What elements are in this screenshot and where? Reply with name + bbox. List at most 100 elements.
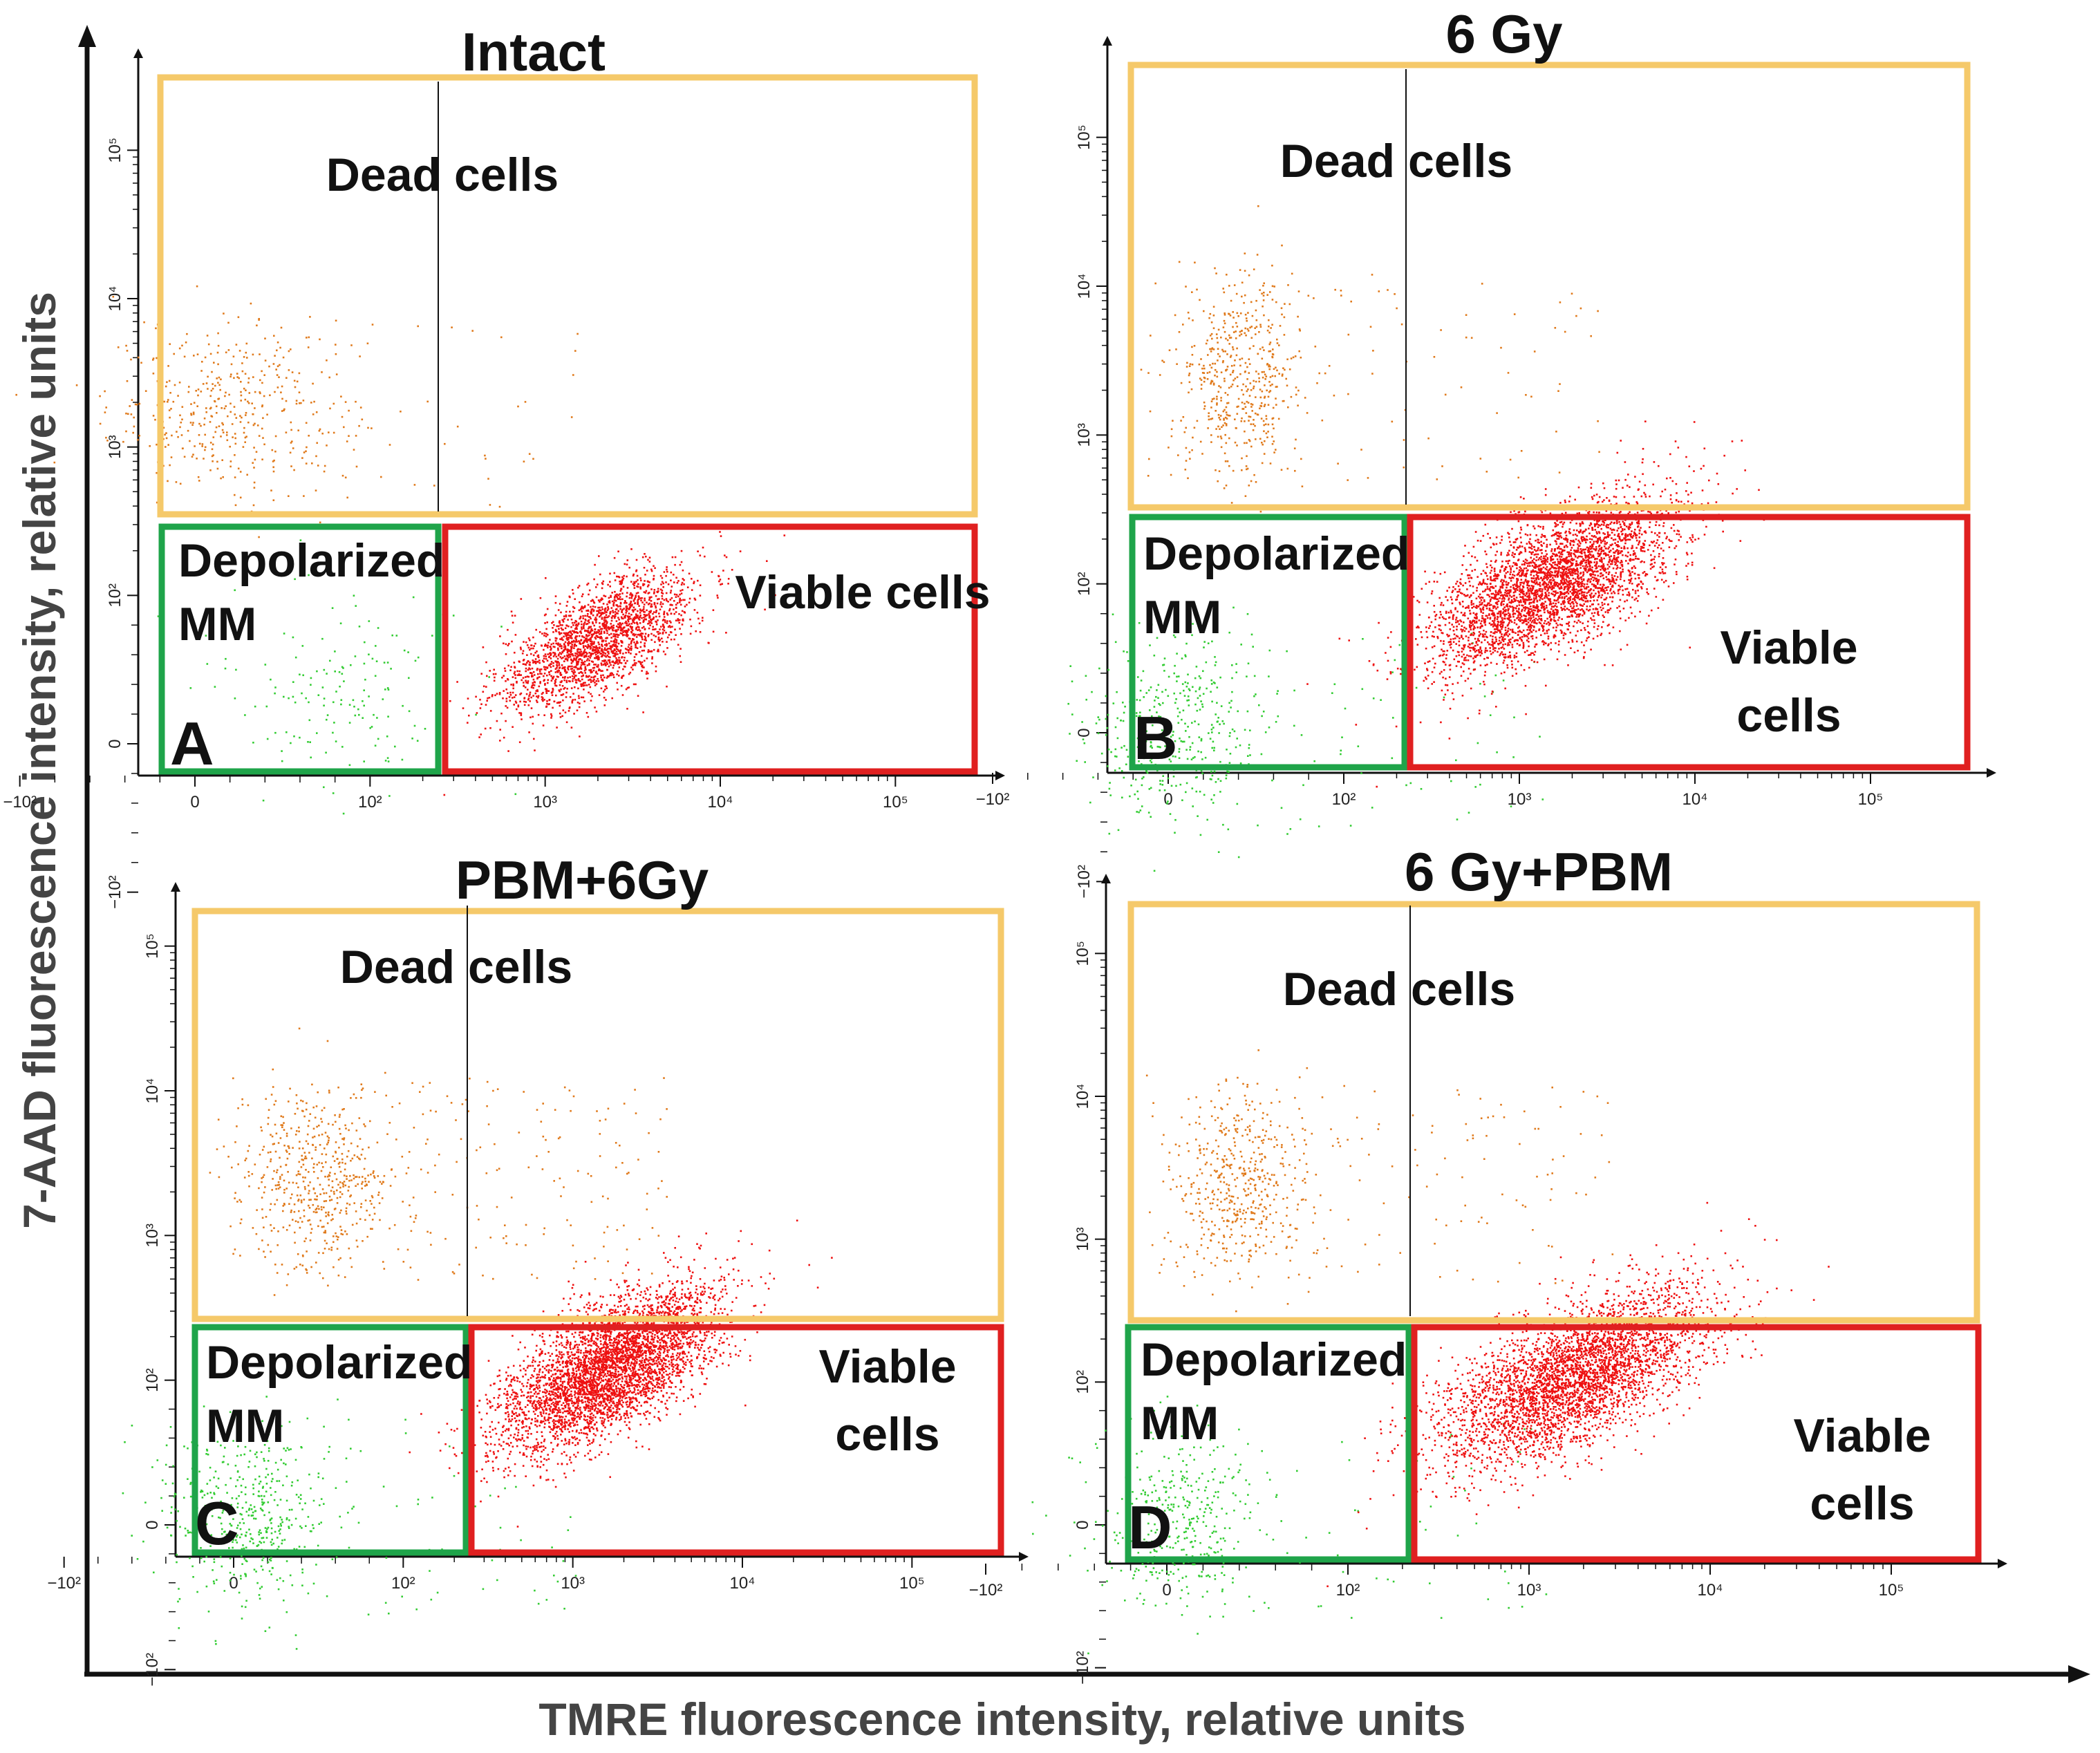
data-point bbox=[431, 635, 433, 637]
data-point bbox=[1202, 372, 1204, 374]
data-point bbox=[606, 669, 608, 671]
data-point bbox=[601, 649, 603, 651]
data-point bbox=[644, 599, 646, 601]
data-point bbox=[560, 656, 562, 658]
data-point bbox=[1203, 693, 1205, 695]
data-point bbox=[512, 726, 514, 728]
data-point bbox=[1138, 622, 1141, 624]
data-point bbox=[551, 622, 553, 624]
data-point bbox=[639, 577, 641, 579]
data-point bbox=[1271, 435, 1273, 438]
data-point bbox=[557, 658, 559, 660]
data-point bbox=[245, 373, 247, 375]
data-point bbox=[637, 626, 639, 628]
data-point bbox=[234, 454, 236, 456]
data-point bbox=[571, 637, 573, 639]
data-point bbox=[1226, 353, 1228, 355]
data-point bbox=[583, 642, 585, 644]
data-point bbox=[581, 608, 583, 610]
data-point bbox=[1172, 420, 1174, 422]
data-point bbox=[1108, 749, 1110, 751]
data-point bbox=[415, 660, 417, 662]
data-point bbox=[1207, 372, 1209, 374]
data-point bbox=[621, 588, 623, 590]
data-point bbox=[630, 641, 632, 644]
data-point bbox=[335, 320, 337, 322]
data-point bbox=[1391, 421, 1394, 423]
data-point bbox=[637, 647, 639, 649]
data-point bbox=[700, 594, 702, 597]
data-point bbox=[1233, 364, 1235, 366]
data-point bbox=[1387, 289, 1389, 291]
data-point bbox=[292, 371, 294, 373]
data-point bbox=[650, 622, 653, 624]
data-point bbox=[583, 697, 585, 699]
data-point bbox=[1298, 350, 1300, 353]
data-point bbox=[1273, 428, 1275, 430]
data-point bbox=[525, 701, 527, 703]
data-point bbox=[559, 632, 561, 634]
data-point bbox=[227, 415, 229, 418]
data-point bbox=[281, 386, 283, 388]
data-point bbox=[570, 626, 572, 628]
data-point bbox=[550, 666, 552, 668]
data-point bbox=[1244, 403, 1246, 405]
data-point bbox=[609, 581, 611, 583]
outer-x-axis-arrow bbox=[2068, 1665, 2090, 1683]
data-point bbox=[644, 567, 646, 569]
data-point bbox=[313, 401, 315, 403]
data-point bbox=[252, 462, 254, 464]
data-point bbox=[241, 417, 243, 419]
data-point bbox=[1154, 655, 1156, 657]
data-point bbox=[1334, 289, 1336, 291]
data-point bbox=[1555, 431, 1557, 433]
data-point bbox=[190, 422, 192, 424]
data-point bbox=[650, 603, 653, 606]
data-point bbox=[565, 696, 568, 698]
data-point bbox=[1215, 664, 1217, 666]
data-point bbox=[1216, 396, 1218, 398]
data-point bbox=[664, 571, 666, 573]
data-point bbox=[592, 646, 594, 648]
data-point bbox=[1253, 423, 1255, 425]
data-point bbox=[550, 644, 552, 646]
data-point bbox=[585, 668, 587, 671]
data-point bbox=[302, 645, 304, 647]
data-point bbox=[553, 646, 555, 648]
data-point bbox=[518, 706, 520, 708]
data-point bbox=[1143, 671, 1145, 673]
data-point bbox=[357, 709, 359, 711]
data-point bbox=[189, 440, 191, 442]
data-point bbox=[391, 635, 393, 637]
data-point bbox=[550, 657, 552, 659]
data-point bbox=[572, 671, 574, 673]
data-point bbox=[235, 443, 237, 445]
data-point bbox=[565, 670, 567, 672]
data-point bbox=[1107, 669, 1109, 671]
data-point bbox=[261, 458, 263, 460]
data-point bbox=[507, 644, 509, 646]
data-point bbox=[572, 624, 574, 626]
data-point bbox=[608, 648, 610, 650]
data-point bbox=[1199, 686, 1201, 688]
data-point bbox=[608, 642, 610, 644]
data-point bbox=[603, 677, 606, 679]
data-point bbox=[335, 691, 337, 693]
data-point bbox=[629, 594, 631, 596]
data-point bbox=[1272, 348, 1274, 350]
data-point bbox=[552, 688, 554, 690]
data-point bbox=[243, 432, 245, 434]
y-tick-label: 10³ bbox=[106, 435, 124, 459]
data-point bbox=[576, 709, 579, 711]
data-point bbox=[1181, 799, 1183, 801]
data-point bbox=[224, 408, 226, 410]
data-point bbox=[563, 636, 565, 638]
data-point bbox=[413, 597, 415, 599]
data-point bbox=[1209, 348, 1211, 350]
data-point bbox=[207, 335, 209, 337]
data-point bbox=[292, 681, 294, 683]
data-point bbox=[676, 594, 678, 596]
data-point bbox=[590, 657, 592, 659]
data-point bbox=[585, 637, 588, 639]
data-point bbox=[565, 711, 567, 713]
